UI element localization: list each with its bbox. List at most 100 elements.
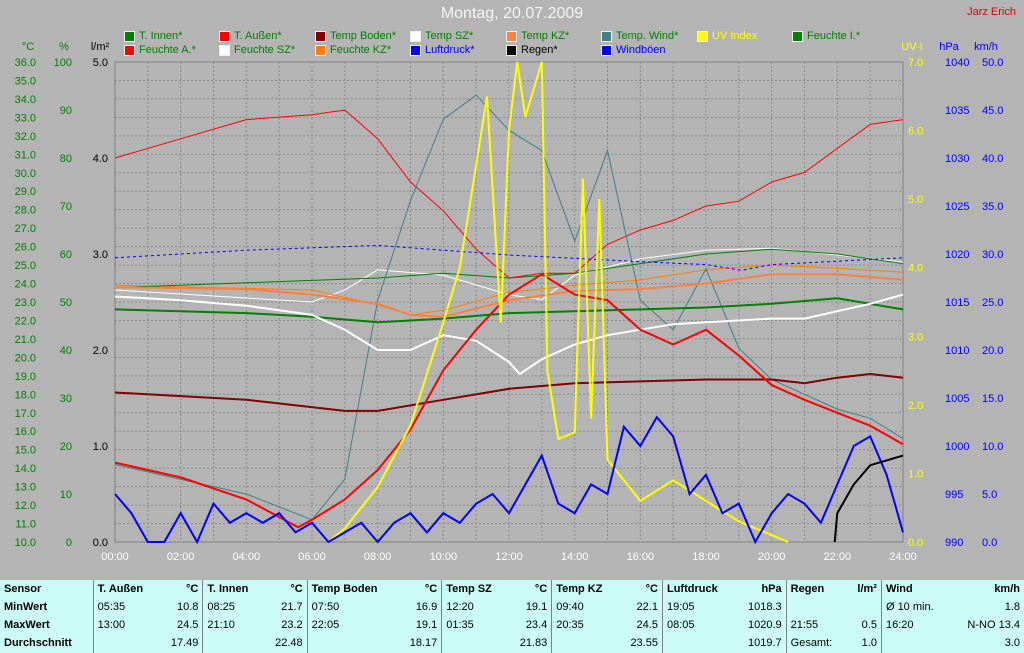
y-tick-label-press: 1005 [945,393,969,405]
legend-item: Temp Boden* [315,30,396,42]
y-tick-label-temp: 35.0 [15,75,36,87]
cell-time: 21:10 [202,616,264,635]
x-tick-label: 18:00 [692,551,720,563]
y-tick-label-rain: 2.0 [93,345,108,357]
cell-time: 12:20 [441,598,508,617]
y-tick-label-wind: 10.0 [982,441,1003,453]
cell-value [847,598,881,616]
legend-item: Temp. Wind* [601,30,678,42]
cell-time [92,634,159,653]
x-tick-label: 22:00 [824,551,852,563]
stats-table: Sensor T. Außen °C T. Innen °C Temp Boden °C Te… [0,580,1024,653]
legend-swatch [506,30,517,42]
y-tick-label-uv: 7.0 [908,57,923,69]
legend-item: Feuchte KZ* [315,44,391,56]
y-tick-label-hum: 40 [60,345,72,357]
cell-value: 22.1 [636,600,658,613]
cell-value: 3.0 [1004,637,1020,650]
column-header: Wind [880,580,950,599]
y-tick-label-temp: 33.0 [15,112,36,124]
row-label: MaxWert [4,619,50,632]
column-header: Luftdruck [661,580,735,599]
y-tick-label-press: 1025 [945,201,969,213]
cell-time [785,598,848,617]
y-tick-label-wind: 20.0 [982,345,1003,357]
cell-value: 16.9 [415,600,438,613]
y-tick-label-hum: 20 [60,441,72,453]
cell-value: 23.4 [525,619,548,632]
cell-value: 21.83 [519,637,548,650]
cell-value: 19.1 [525,600,548,613]
cell-value: 1.0 [861,637,877,650]
y-tick-label-temp: 19.0 [15,371,36,383]
series-luftdruck [114,244,904,271]
legend-swatch [410,44,421,56]
series-feuchte-a [114,109,904,279]
column-header: Sensor [4,582,42,595]
legend-label: Feuchte A.* [139,44,196,56]
legend-label: UV Index [712,30,758,42]
legend-item: Temp SZ* [410,30,473,42]
y-tick-label-temp: 28.0 [15,205,36,217]
y-tick-label-temp: 26.0 [15,242,36,254]
column-header: Temp Boden [306,580,398,599]
legend-swatch [315,44,326,56]
cell-value: 24.5 [636,619,658,632]
y-tick-label-rain: 4.0 [93,153,108,165]
column-unit: l/m² [857,582,877,595]
legend-swatch [792,30,803,42]
legend-item: Feuchte SZ* [219,44,295,56]
legend-swatch [601,30,612,42]
legend-label: Temp Boden* [330,30,397,42]
y-tick-label-hum: 10 [60,489,72,501]
cell-value: 22.48 [275,637,303,650]
legend-swatch [410,30,421,42]
legend-label: T. Außen* [234,30,282,42]
cell-time: 09:40 [551,598,619,617]
y-tick-label-press: 1000 [945,441,969,453]
cell-time: 05:35 [92,598,159,617]
y-tick-label-press: 1035 [945,105,969,117]
y-tick-label-temp: 25.0 [15,260,36,272]
y-tick-label-temp: 30.0 [15,168,36,180]
x-tick-label: 04:00 [233,551,261,563]
series-t-au-en [114,273,904,529]
legend-swatch [506,44,517,56]
cell-value: 10.8 [176,600,199,613]
x-tick-label: 12:00 [495,551,523,563]
cell-time: 21:55 [785,616,848,635]
legend-label: Windböen [616,44,666,56]
y-tick-label-press: 990 [945,537,963,549]
y-tick-label-uv: 6.0 [908,126,923,138]
y-tick-label-temp: 14.0 [15,463,36,475]
y-tick-label-wind: 25.0 [982,297,1003,309]
y-tick-label-wind: 45.0 [982,105,1003,117]
y-tick-label-press: 995 [945,489,963,501]
y-tick-label-temp: 11.0 [15,519,36,531]
legend-label: Temp KZ* [521,30,570,42]
y-tick-label-uv: 1.0 [908,468,923,480]
legend-swatch [124,30,135,42]
cell-time [306,634,398,653]
series-temp-wind [114,94,904,521]
legend-item: Regen* [506,44,558,56]
legend-label: Temp. Wind* [616,30,679,42]
legend-item: T. Außen* [219,30,282,42]
cell-value: 19.1 [415,619,438,632]
y-tick-label-temp: 18.0 [15,389,36,401]
legend-label: Feuchte SZ* [234,44,296,56]
y-tick-label-temp: 21.0 [15,334,36,346]
legend-label: Luftdruck* [425,44,475,56]
cell-time: 13:00 [92,616,159,635]
legend-item: Windböen [601,44,666,56]
y-tick-label-press: 1030 [945,153,969,165]
cell-time [880,634,950,653]
table-row: MaxWert 13:00 24.5 21:10 23.2 22:05 19.1 01:35 2… [0,616,1024,635]
y-tick-label-wind: 50.0 [982,57,1003,69]
cell-value: 23.55 [630,637,658,650]
series-temp-boden [114,372,904,412]
legend-label: Feuchte I.* [807,30,861,42]
y-tick-label-wind: 40.0 [982,153,1003,165]
x-tick-label: 20:00 [758,551,786,563]
cell-value: N-NO 13.4 [967,619,1020,632]
